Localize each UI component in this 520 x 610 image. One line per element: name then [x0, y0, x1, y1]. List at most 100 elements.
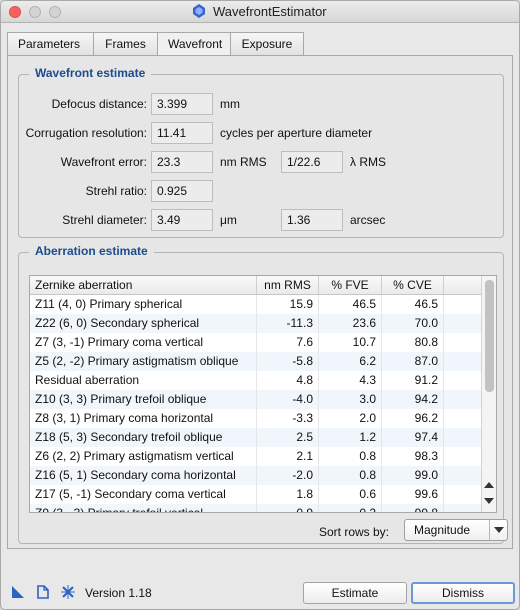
- table-row[interactable]: Z22 (6, 0) Secondary spherical -11.3 23.6 7…: [30, 314, 482, 333]
- cell-fve: 0.8: [319, 447, 382, 466]
- cell-cve: 99.8: [382, 504, 444, 512]
- aberration-table[interactable]: Zernike aberration nm RMS % FVE % CVE Z1…: [29, 275, 497, 513]
- cell-cve: 94.2: [382, 390, 444, 409]
- cell-name: Z7 (3, -1) Primary coma vertical: [30, 333, 257, 352]
- column-header-filler: [444, 276, 482, 295]
- cell-fve: 4.3: [319, 371, 382, 390]
- tab-exposure[interactable]: Exposure: [230, 32, 304, 56]
- minimize-icon[interactable]: [29, 6, 41, 18]
- cell-name: Z8 (3, 1) Primary coma horizontal: [30, 409, 257, 428]
- table-row[interactable]: Z9 (3, -3) Primary trefoil vertical 0.9 0.…: [30, 504, 482, 512]
- cell-fve: 0.2: [319, 504, 382, 512]
- cell-filler: [444, 485, 482, 504]
- strehl-diameter-field: 3.49: [151, 209, 213, 231]
- table-scrollbar[interactable]: [481, 276, 496, 512]
- chevron-down-icon: [494, 527, 504, 533]
- scrollbar-thumb[interactable]: [485, 280, 494, 392]
- aberration-estimate-group: Aberration estimate Zernike aberration n…: [18, 244, 508, 544]
- strehl-diameter-arcsec-field: 1.36: [281, 209, 343, 231]
- cell-rms: 2.1: [257, 447, 319, 466]
- strehl-ratio-field: 0.925: [151, 180, 213, 202]
- dismiss-button[interactable]: Dismiss: [411, 582, 515, 604]
- cell-name: Z5 (2, -2) Primary astigmatism oblique: [30, 352, 257, 371]
- cell-fve: 23.6: [319, 314, 382, 333]
- cell-filler: [444, 428, 482, 447]
- table-row[interactable]: Z7 (3, -1) Primary coma vertical 7.6 10.7 8…: [30, 333, 482, 352]
- table-row[interactable]: Z5 (2, -2) Primary astigmatism oblique -5…: [30, 352, 482, 371]
- cell-fve: 3.0: [319, 390, 382, 409]
- table-row[interactable]: Z6 (2, 2) Primary astigmatism vertical 2.…: [30, 447, 482, 466]
- app-logo-icon: [193, 4, 206, 18]
- select-arrow-button[interactable]: [489, 520, 507, 540]
- scroll-down-icon[interactable]: [484, 498, 494, 504]
- scroll-up-icon[interactable]: [484, 482, 494, 488]
- cell-filler: [444, 466, 482, 485]
- table-row[interactable]: Z8 (3, 1) Primary coma horizontal -3.3 2.0…: [30, 409, 482, 428]
- cell-rms: 15.9: [257, 295, 319, 314]
- table-row[interactable]: Residual aberration 4.8 4.3 91.2: [30, 371, 482, 390]
- cell-cve: 70.0: [382, 314, 444, 333]
- column-header-zernike[interactable]: Zernike aberration: [30, 276, 257, 295]
- table-row[interactable]: Z17 (5, -1) Secondary coma vertical 1.8 0.…: [30, 485, 482, 504]
- cell-name: Z11 (4, 0) Primary spherical: [30, 295, 257, 314]
- sort-rows-select[interactable]: Magnitude: [404, 519, 508, 541]
- cell-rms: 1.8: [257, 485, 319, 504]
- cell-cve: 87.0: [382, 352, 444, 371]
- table-row[interactable]: Z11 (4, 0) Primary spherical 15.9 46.5 46.5: [30, 295, 482, 314]
- document-icon[interactable]: [37, 585, 49, 599]
- cell-cve: 46.5: [382, 295, 444, 314]
- maximize-icon[interactable]: [49, 6, 61, 18]
- column-header-fve[interactable]: % FVE: [319, 276, 382, 295]
- new-instance-icon[interactable]: [11, 585, 25, 599]
- cell-cve: 98.3: [382, 447, 444, 466]
- cell-filler: [444, 352, 482, 371]
- cell-filler: [444, 371, 482, 390]
- cell-filler: [444, 504, 482, 512]
- wavefront-error-lambda-field: 1/22.6: [281, 151, 343, 173]
- cell-fve: 6.2: [319, 352, 382, 371]
- cell-fve: 46.5: [319, 295, 382, 314]
- strehl-diameter-arcsec-unit: arcsec: [350, 213, 386, 227]
- tab-frames[interactable]: Frames: [93, 32, 157, 56]
- table-row[interactable]: Z18 (5, 3) Secondary trefoil oblique 2.5 1…: [30, 428, 482, 447]
- cell-fve: 1.2: [319, 428, 382, 447]
- cell-name: Z16 (5, 1) Secondary coma horizontal: [30, 466, 257, 485]
- cell-name: Z9 (3, -3) Primary trefoil vertical: [30, 504, 257, 512]
- wavefront-estimate-group: Wavefront estimate Defocus distance: 3.3…: [18, 66, 504, 238]
- cell-rms: -11.3: [257, 314, 319, 333]
- cell-filler: [444, 314, 482, 333]
- wavefront-error-lambda-unit: λ RMS: [350, 155, 386, 169]
- cell-filler: [444, 295, 482, 314]
- wavefront-panel: Wavefront estimate Defocus distance: 3.3…: [7, 55, 513, 549]
- cell-cve: 96.2: [382, 409, 444, 428]
- cell-filler: [444, 390, 482, 409]
- cell-filler: [444, 333, 482, 352]
- cell-filler: [444, 409, 482, 428]
- cell-rms: 2.5: [257, 428, 319, 447]
- column-header-nm-rms[interactable]: nm RMS: [257, 276, 319, 295]
- estimate-button[interactable]: Estimate: [303, 582, 407, 604]
- reset-icon[interactable]: [61, 585, 75, 599]
- cell-name: Residual aberration: [30, 371, 257, 390]
- cell-fve: 0.6: [319, 485, 382, 504]
- corrugation-field: 11.41: [151, 122, 213, 144]
- tab-parameters[interactable]: Parameters: [7, 32, 93, 56]
- sort-rows-value: Magnitude: [414, 523, 471, 537]
- table-row[interactable]: Z10 (3, 3) Primary trefoil oblique -4.0 3.…: [30, 390, 482, 409]
- column-header-cve[interactable]: % CVE: [382, 276, 444, 295]
- tab-bar: Parameters Frames Wavefront Exposure: [7, 32, 304, 57]
- tab-wavefront[interactable]: Wavefront: [157, 32, 230, 57]
- cell-name: Z22 (6, 0) Secondary spherical: [30, 314, 257, 333]
- defocus-label: Defocus distance:: [51, 97, 147, 111]
- table-row[interactable]: Z16 (5, 1) Secondary coma horizontal -2.0…: [30, 466, 482, 485]
- window-title: WavefrontEstimator: [212, 4, 327, 19]
- cell-fve: 10.7: [319, 333, 382, 352]
- table-header: Zernike aberration nm RMS % FVE % CVE: [30, 276, 482, 295]
- aberration-estimate-title: Aberration estimate: [29, 244, 154, 258]
- close-icon[interactable]: [9, 6, 21, 18]
- cell-name: Z17 (5, -1) Secondary coma vertical: [30, 485, 257, 504]
- cell-rms: 7.6: [257, 333, 319, 352]
- cell-cve: 99.0: [382, 466, 444, 485]
- wavefront-estimate-title: Wavefront estimate: [29, 66, 152, 80]
